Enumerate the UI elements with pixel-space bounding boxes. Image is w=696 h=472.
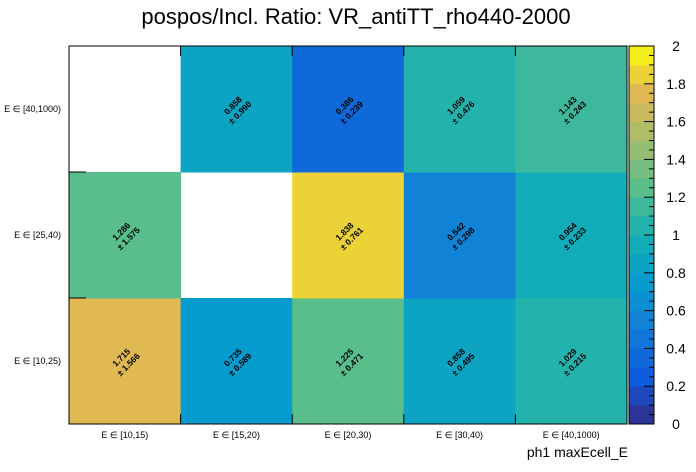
heatmap-cell bbox=[292, 172, 405, 299]
heatmap-cell bbox=[180, 298, 293, 425]
x-axis-title: ph1 maxEcell_E bbox=[527, 444, 628, 460]
y-tick-label: E ∈ [40,1000) bbox=[4, 104, 61, 114]
x-tick-label: E ∈ [40,1000) bbox=[543, 430, 600, 440]
colorbar-band bbox=[629, 197, 654, 217]
heatmap-cell bbox=[515, 46, 628, 173]
x-tick-label: E ∈ [15,20) bbox=[213, 430, 260, 440]
colorbar-band bbox=[629, 291, 654, 311]
color-scale: 0 0.2 0.4 0.6 0.8 1 1.2 1.4 1.6 1.8 2 bbox=[628, 38, 686, 432]
colorbar-tick-label: 2 bbox=[672, 38, 680, 54]
heatmap-cell bbox=[403, 172, 516, 299]
colorbar-band bbox=[629, 64, 654, 85]
colorbar-band bbox=[629, 140, 654, 160]
colorbar-band bbox=[629, 46, 654, 66]
colorbar-band bbox=[629, 329, 654, 349]
heatmap-cell bbox=[292, 46, 405, 173]
colorbar-tick-label: 1.2 bbox=[666, 189, 686, 205]
colorbar-band bbox=[629, 178, 654, 198]
colorbar-band bbox=[629, 121, 654, 141]
colorbar-band bbox=[629, 235, 654, 255]
heatmap-cell bbox=[403, 46, 516, 173]
colorbar-tick-label: 1.8 bbox=[666, 76, 686, 92]
colorbar-tick-label: 0.2 bbox=[666, 378, 686, 394]
colorbar-band bbox=[629, 348, 654, 368]
plot-frame bbox=[68, 45, 628, 425]
heatmap-cell bbox=[292, 298, 405, 425]
colorbar-band bbox=[629, 310, 654, 330]
colorbar-band bbox=[629, 405, 654, 425]
heatmap-cell bbox=[515, 298, 628, 425]
x-tick-label: E ∈ [20,30) bbox=[325, 430, 372, 440]
colorbar-band bbox=[629, 367, 654, 387]
colorbar-tick-label: 1.6 bbox=[666, 114, 686, 130]
colorbar-tick-label: 0 bbox=[672, 416, 680, 432]
heatmap-cell bbox=[403, 298, 516, 425]
y-tick-label: E ∈ [25,40) bbox=[14, 230, 61, 240]
colorbar-tick-label: 0.4 bbox=[666, 340, 686, 356]
colorbar-tick-label: 0.8 bbox=[666, 265, 686, 281]
x-tick-label: E ∈ [10,15) bbox=[101, 430, 148, 440]
heatmap-cell bbox=[69, 298, 182, 425]
y-axis: E ∈ [10,25) E ∈ [25,40) E ∈ [40,1000) bbox=[4, 104, 86, 425]
colorbar-band bbox=[629, 216, 654, 236]
colorbar-band bbox=[629, 102, 654, 122]
x-axis: E ∈ [10,15) E ∈ [15,20) E ∈ [20,30) E ∈ [30… bbox=[68, 46, 600, 440]
colorbar-band bbox=[629, 272, 654, 293]
cells-layer bbox=[69, 46, 628, 425]
chart-title: pospos/Incl. Ratio: VR_antiTT_rho440-200… bbox=[141, 4, 570, 29]
heatmap-cell bbox=[515, 172, 628, 299]
heatmap-cell bbox=[180, 46, 293, 173]
colorbar-band bbox=[629, 83, 654, 104]
x-tick-label: E ∈ [30,40) bbox=[436, 430, 483, 440]
colorbar-band bbox=[629, 253, 654, 274]
heatmap-cell bbox=[69, 172, 182, 299]
colorbar-tick-label: 1 bbox=[672, 227, 680, 243]
colorbar-band bbox=[629, 386, 654, 406]
colorbar-tick-label: 0.6 bbox=[666, 303, 686, 319]
colorbar-tick-label: 1.4 bbox=[666, 151, 686, 167]
y-tick-label: E ∈ [10,25) bbox=[14, 356, 61, 366]
cell-value-label: 0.858± 0.990 bbox=[222, 94, 254, 126]
colorbar-band bbox=[629, 159, 654, 179]
